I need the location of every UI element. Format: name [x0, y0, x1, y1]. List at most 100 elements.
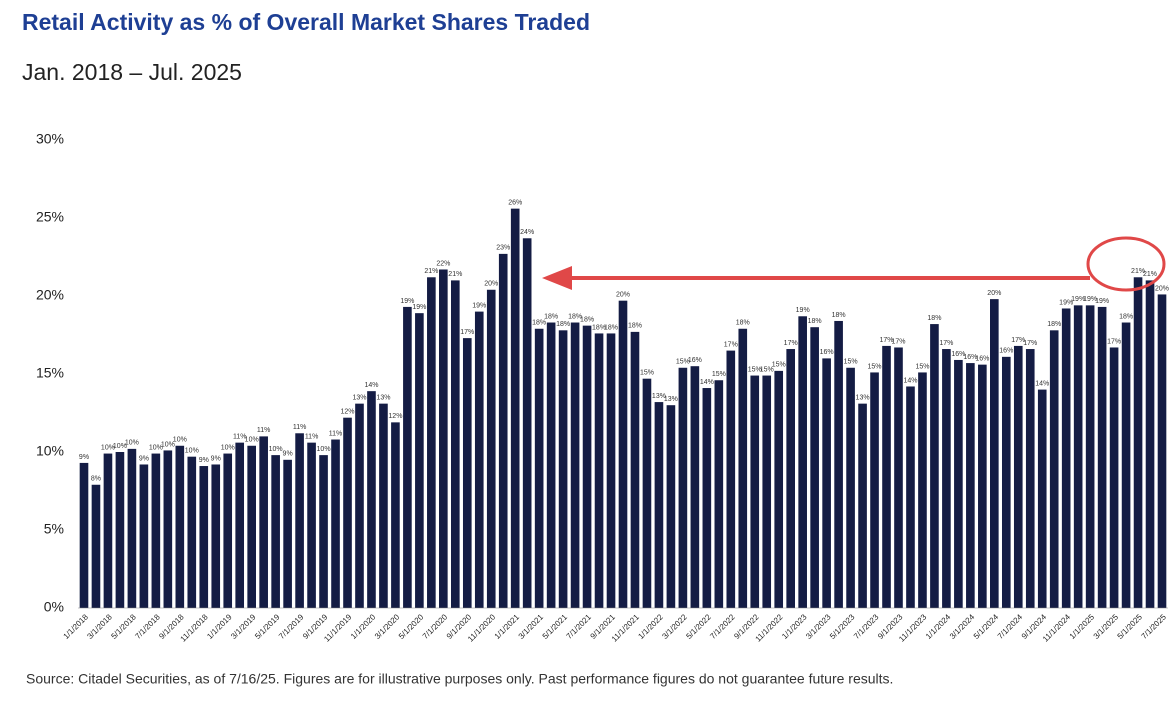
x-tick-label: 5/1/2025 — [1116, 612, 1145, 641]
data-label: 18% — [628, 323, 642, 330]
data-label: 19% — [472, 302, 486, 309]
data-label: 20% — [616, 292, 630, 299]
x-tick-label: 3/1/2018 — [85, 612, 114, 641]
bar — [295, 433, 304, 608]
data-label: 18% — [808, 318, 822, 325]
annotation-circle — [1086, 236, 1166, 292]
bar — [1085, 305, 1095, 608]
bar — [582, 325, 592, 608]
data-label: 16% — [951, 351, 965, 358]
chart-subtitle: Jan. 2018 – Jul. 2025 — [22, 59, 242, 85]
data-label: 9% — [79, 454, 89, 461]
bar — [486, 289, 496, 608]
bar — [798, 316, 807, 608]
x-tick-label: 3/1/2025 — [1092, 612, 1121, 641]
data-label: 19% — [1095, 298, 1109, 305]
data-label: 19% — [796, 307, 810, 314]
bar — [990, 299, 999, 608]
data-label: 10% — [269, 446, 283, 453]
y-tick-label: 5% — [44, 521, 64, 537]
data-label: 16% — [999, 348, 1013, 355]
source-note: Source: Citadel Securities, as of 7/16/2… — [26, 671, 893, 687]
bar — [235, 442, 245, 608]
x-tick-label: 7/1/2019 — [277, 612, 306, 641]
bar — [1025, 349, 1035, 608]
data-label: 19% — [412, 304, 426, 311]
data-label: 18% — [568, 313, 582, 320]
bar — [1097, 306, 1107, 608]
x-tick-label: 7/1/2022 — [708, 612, 737, 641]
x-tick-label: 3/1/2022 — [660, 612, 689, 641]
bar — [546, 322, 556, 608]
x-tick-label: 7/1/2018 — [133, 612, 162, 641]
data-label: 20% — [484, 281, 498, 288]
y-tick-label: 25% — [36, 209, 64, 225]
data-label: 14% — [700, 379, 714, 386]
data-label: 15% — [915, 363, 929, 370]
data-label: 13% — [376, 394, 390, 401]
data-label: 20% — [1155, 285, 1169, 292]
data-label: 17% — [939, 340, 953, 347]
x-tick-label: 7/1/2023 — [852, 612, 881, 641]
data-label: 18% — [532, 320, 546, 327]
data-label: 16% — [963, 354, 977, 361]
bar — [702, 388, 712, 608]
data-label: 13% — [856, 394, 870, 401]
bar — [307, 442, 316, 608]
bar — [379, 403, 388, 608]
x-tick-label: 3/1/2021 — [517, 612, 546, 641]
data-label: 16% — [688, 357, 702, 364]
x-tick-label: 1/1/2024 — [924, 612, 953, 641]
bar — [415, 313, 424, 608]
data-label: 12% — [388, 413, 402, 420]
bar — [966, 363, 975, 608]
data-label: 10% — [245, 437, 259, 444]
x-tick-label: 5/1/2018 — [109, 612, 138, 641]
bar — [822, 358, 831, 608]
bar — [462, 338, 472, 608]
bar — [139, 464, 149, 608]
bar — [79, 462, 89, 608]
y-tick-label: 15% — [36, 365, 64, 381]
data-label: 13% — [352, 394, 366, 401]
x-tick-label: 3/1/2023 — [804, 612, 833, 641]
bar — [283, 459, 292, 608]
bar — [1049, 330, 1059, 608]
x-tick-label: 1/1/2021 — [493, 612, 522, 641]
bar — [834, 320, 843, 608]
data-label: 17% — [784, 340, 798, 347]
data-label: 18% — [592, 324, 606, 331]
bar — [678, 367, 688, 608]
data-label: 18% — [736, 320, 750, 327]
data-label: 19% — [400, 298, 414, 305]
data-label: 9% — [199, 457, 209, 464]
x-tick-label: 5/1/2022 — [684, 612, 713, 641]
bar — [894, 347, 903, 608]
data-label: 16% — [820, 349, 834, 356]
x-tick-label: 7/1/2025 — [1140, 612, 1169, 641]
bar — [91, 484, 101, 608]
data-label: 20% — [987, 290, 1001, 297]
bar — [319, 455, 328, 608]
bar — [247, 445, 256, 608]
data-label: 12% — [340, 409, 354, 416]
bar — [642, 378, 652, 608]
bar — [594, 333, 604, 608]
data-label: 15% — [868, 363, 882, 370]
data-label: 11% — [329, 430, 343, 437]
data-label: 18% — [832, 312, 846, 319]
bar — [187, 456, 197, 608]
x-tick-label: 1/1/2020 — [349, 612, 378, 641]
bar — [391, 422, 400, 608]
x-tick-label: 3/1/2024 — [948, 612, 977, 641]
bar — [1121, 322, 1131, 608]
data-label: 13% — [664, 396, 678, 403]
bar — [103, 453, 113, 608]
bar — [427, 277, 436, 608]
y-tick-label: 20% — [36, 287, 64, 303]
bar — [151, 453, 161, 608]
data-label: 10% — [113, 443, 127, 450]
data-label: 17% — [1107, 338, 1121, 345]
bar — [223, 453, 233, 608]
